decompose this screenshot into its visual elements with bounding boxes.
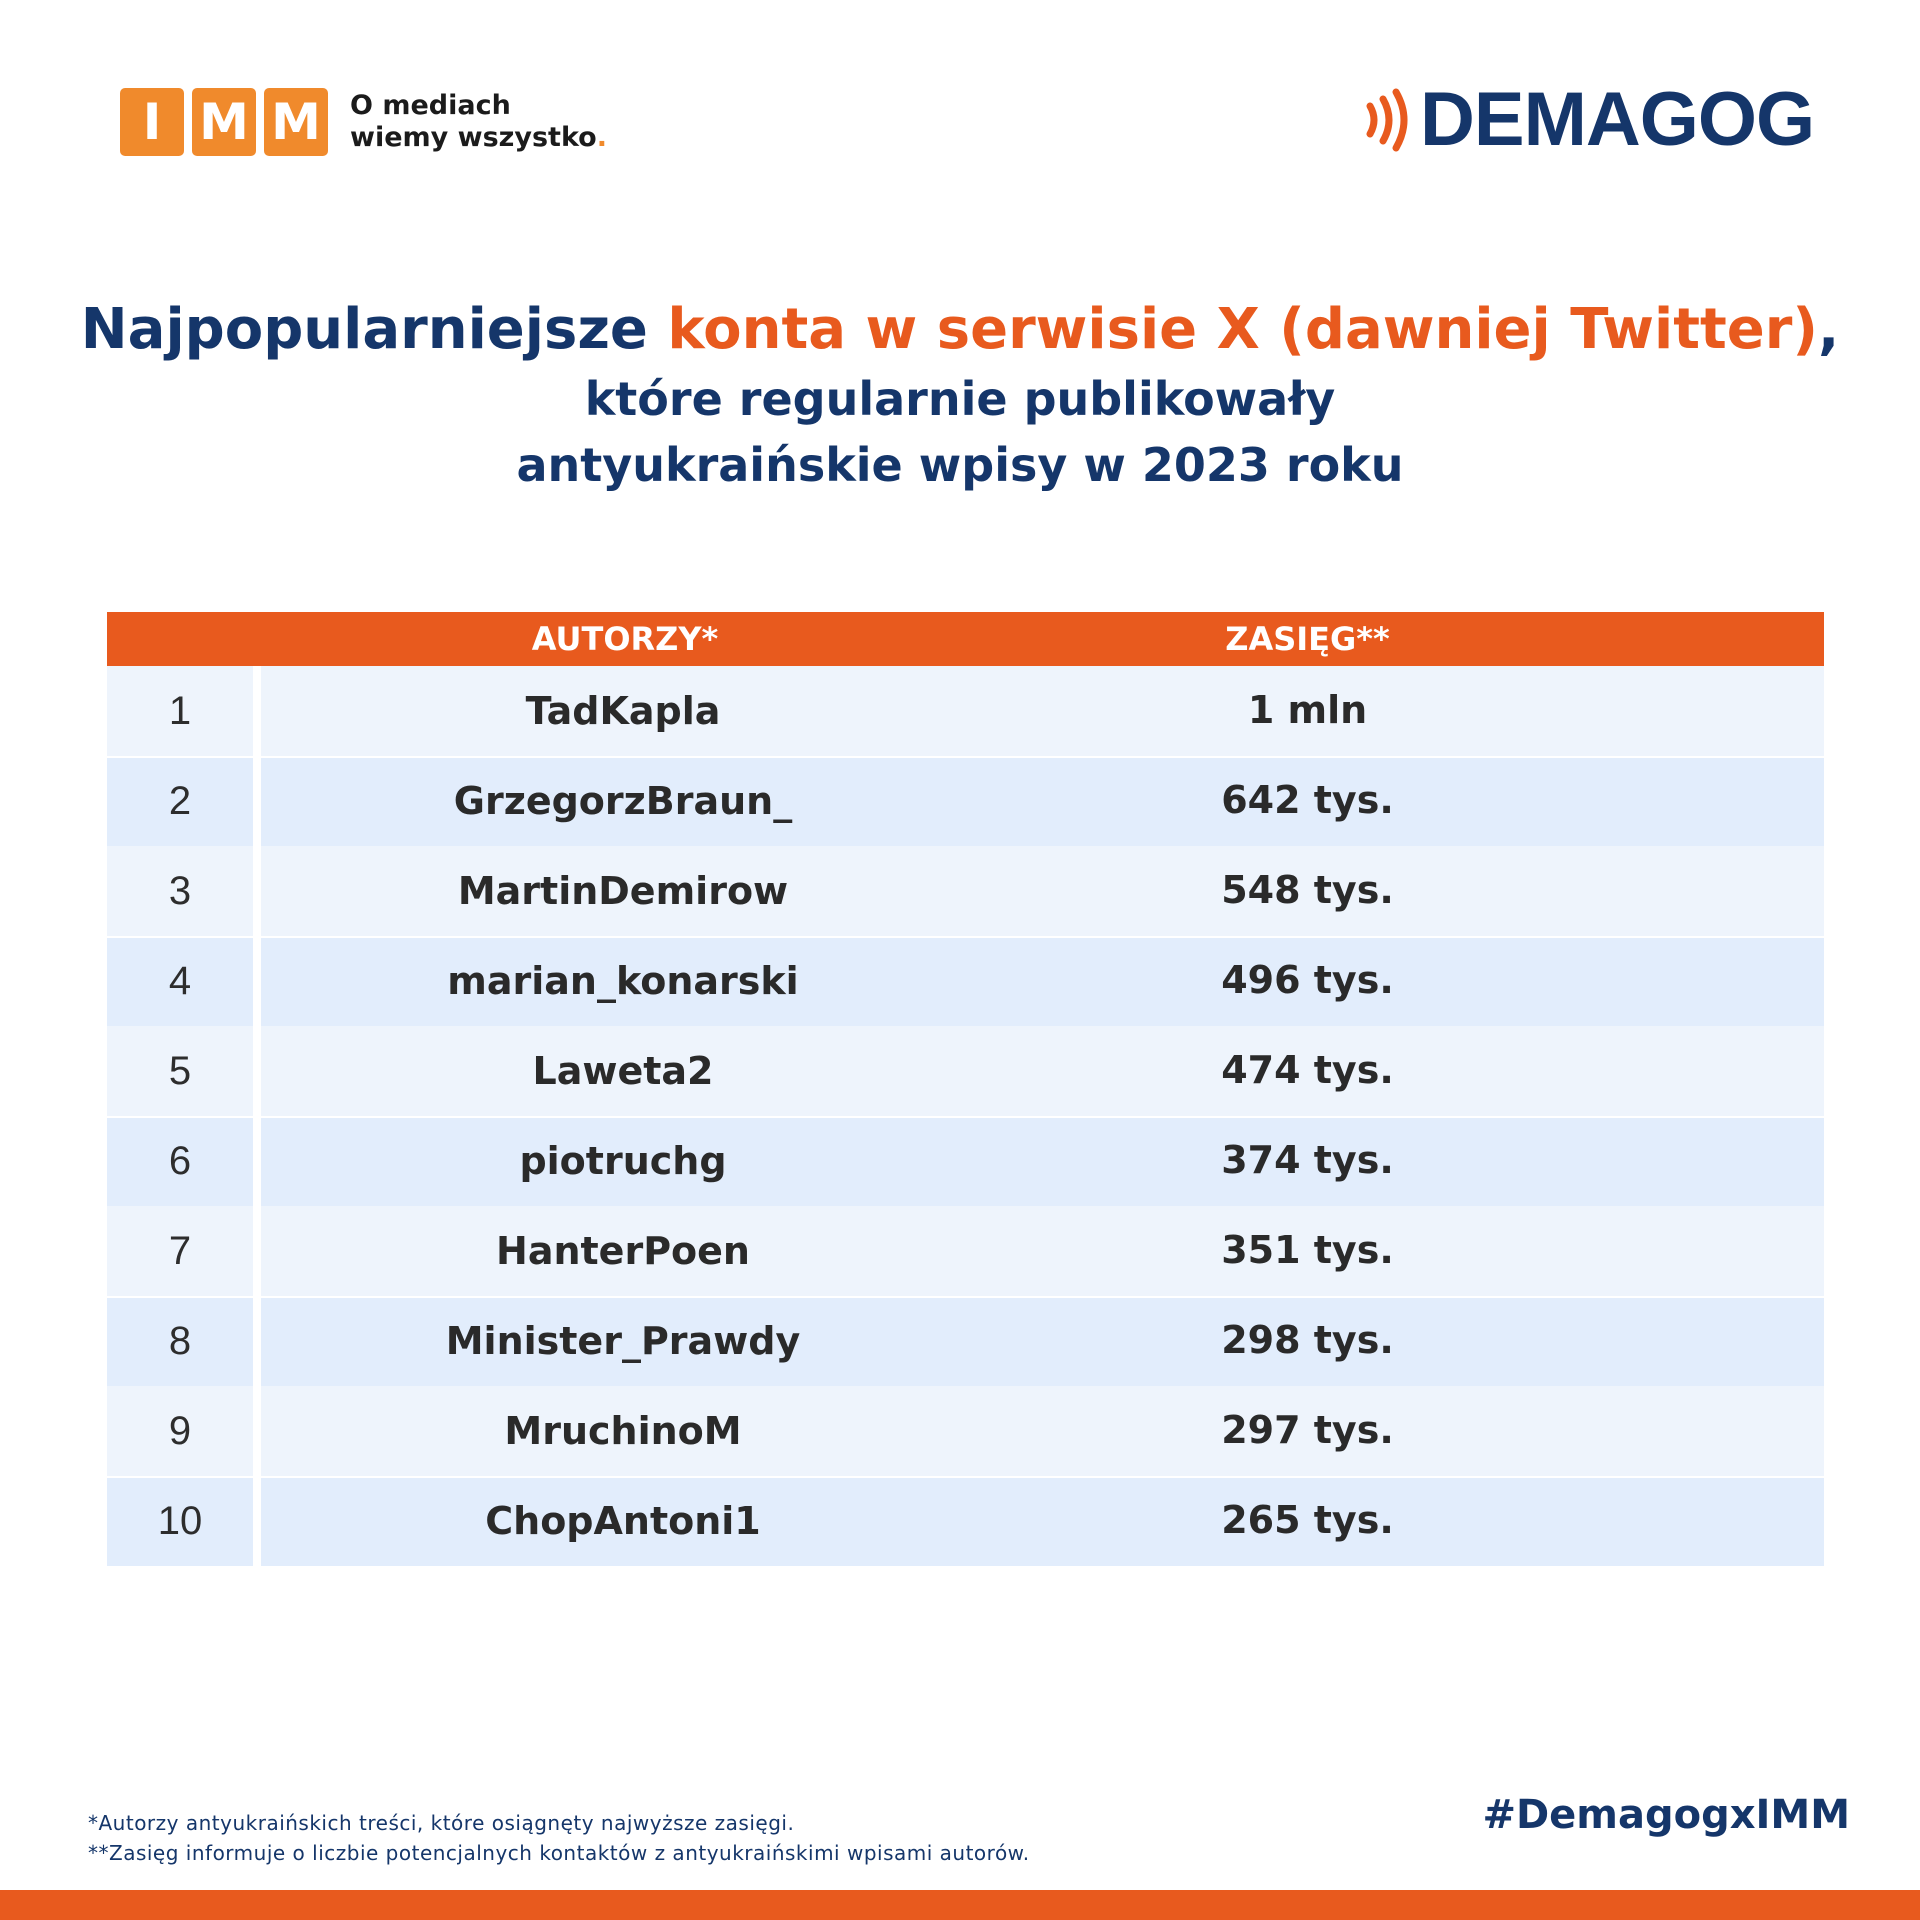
table-row: 6 piotruchg 374 tys.	[107, 1116, 1824, 1206]
author-cell: HanterPoen	[496, 1229, 750, 1273]
reach-cell: 474 tys.	[1221, 1048, 1394, 1092]
imm-logo-letter-i: I	[120, 88, 184, 156]
title-part-1: Najpopularniejsze	[80, 297, 668, 362]
author-cell: MartinDemirow	[457, 869, 789, 913]
rank-cell: 3	[168, 869, 192, 913]
imm-tagline-line2: wiemy wszystko.	[350, 122, 607, 154]
rank-cell: 4	[168, 959, 192, 1003]
table-header: AUTORZY* ZASIĘG**	[107, 612, 1824, 666]
imm-tagline-line1: O mediach	[350, 90, 511, 121]
imm-tagline-dot: .	[596, 122, 607, 153]
title-line-2: które regularnie publikowały	[584, 372, 1336, 426]
footnote-reach: **Zasięg informuje o liczbie potencjalny…	[88, 1841, 1030, 1865]
signal-waves-icon	[1366, 88, 1408, 152]
reach-cell: 351 tys.	[1221, 1228, 1394, 1272]
author-cell: MruchinoM	[504, 1409, 742, 1453]
table-row: 1 TadKapla 1 mln	[107, 666, 1824, 756]
table-row: 10 ChopAntoni1 265 tys.	[107, 1476, 1824, 1566]
author-cell: marian_konarski	[447, 959, 799, 1003]
author-cell: piotruchg	[519, 1139, 727, 1183]
reach-cell: 548 tys.	[1221, 868, 1394, 912]
table-row: 4 marian_konarski 496 tys.	[107, 936, 1824, 1026]
title-part-2: ,	[1817, 297, 1840, 362]
demagog-wordmark: DEMAGOG	[1420, 77, 1815, 162]
rank-cell: 6	[168, 1139, 192, 1183]
reach-cell: 1 mln	[1247, 688, 1368, 732]
table-row: 9 MruchinoM 297 tys.	[107, 1386, 1824, 1476]
reach-cell: 374 tys.	[1221, 1138, 1394, 1182]
rank-cell: 8	[168, 1319, 192, 1363]
imm-logo-letter-m1: M	[192, 88, 256, 156]
table-row: 7 HanterPoen 351 tys.	[107, 1206, 1824, 1296]
reach-cell: 265 tys.	[1221, 1498, 1394, 1542]
author-cell: GrzegorzBraun_	[453, 779, 793, 823]
author-cell: Laweta2	[532, 1049, 714, 1093]
rank-cell: 10	[157, 1499, 203, 1543]
imm-tagline: O mediach wiemy wszystko.	[350, 90, 607, 154]
table-row: 3 MartinDemirow 548 tys.	[107, 846, 1824, 936]
reach-cell: 642 tys.	[1221, 778, 1394, 822]
rank-cell: 1	[168, 689, 192, 733]
rank-cell: 9	[168, 1409, 192, 1453]
title-accent: konta w serwisie X (dawniej Twitter)	[667, 297, 1818, 362]
author-cell: TadKapla	[525, 689, 721, 733]
table-body: 1 TadKapla 1 mln 2 GrzegorzBraun_ 642 ty…	[107, 666, 1824, 1566]
reach-cell: 496 tys.	[1221, 958, 1394, 1002]
reach-cell: 298 tys.	[1221, 1318, 1394, 1362]
imm-tagline-line2-text: wiemy wszystko	[350, 122, 597, 153]
rank-cell: 7	[168, 1229, 192, 1273]
rank-cell: 5	[168, 1049, 192, 1093]
rank-cell: 2	[168, 779, 192, 823]
table-row: 8 Minister_Prawdy 298 tys.	[107, 1296, 1824, 1386]
column-header-reach: ZASIĘG**	[1225, 620, 1390, 658]
table-row: 2 GrzegorzBraun_ 642 tys.	[107, 756, 1824, 846]
hashtag: #DemagogxIMM	[1482, 1792, 1850, 1838]
reach-cell: 297 tys.	[1221, 1408, 1394, 1452]
imm-logo: I M M O mediach wiemy wszystko.	[120, 88, 607, 156]
footnotes: *Autorzy antyukraińskich treści, które o…	[88, 1808, 1030, 1868]
column-header-authors: AUTORZY*	[531, 620, 719, 658]
page-title: Najpopularniejsze konta w serwisie X (da…	[0, 294, 1920, 498]
footnote-authors: *Autorzy antyukraińskich treści, które o…	[88, 1811, 795, 1835]
imm-logo-letter-m2: M	[264, 88, 328, 156]
bottom-accent-bar	[0, 1890, 1920, 1920]
demagog-logo: DEMAGOG	[1364, 77, 1815, 162]
title-line-1: Najpopularniejsze konta w serwisie X (da…	[0, 294, 1920, 366]
author-cell: Minister_Prawdy	[445, 1319, 801, 1363]
table-row: 5 Laweta2 474 tys.	[107, 1026, 1824, 1116]
author-cell: ChopAntoni1	[485, 1499, 761, 1543]
title-line-3: antyukraińskie wpisy w 2023 roku	[516, 438, 1404, 492]
